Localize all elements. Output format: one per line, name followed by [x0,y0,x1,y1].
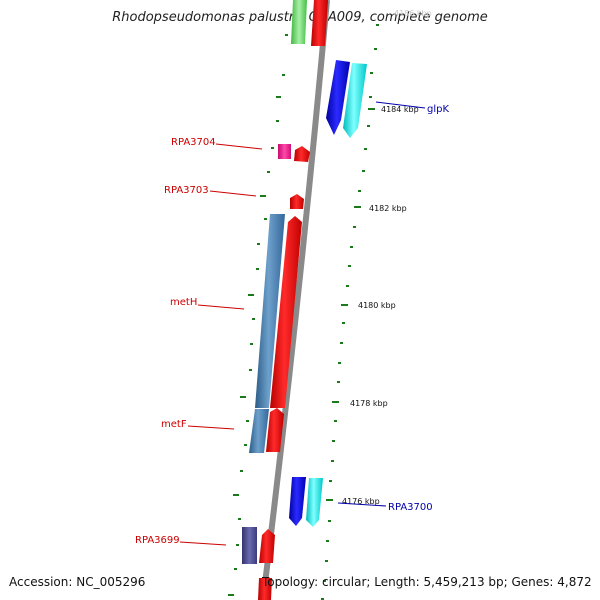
label-leaders [179,101,426,546]
gene-label-rpa3704[interactable]: RPA3704 [171,137,216,148]
topology-text: Topology: circular; Length: 5,459,213 bp… [262,575,592,589]
tick-label-4178: 4178 kbp [350,399,388,408]
tick-label-faded: 4186 kbp [394,9,432,18]
gene-rpa3704[interactable] [278,144,291,159]
gene-red-top[interactable] [311,0,328,46]
gene-glpk-cds[interactable] [343,63,367,138]
tick-label-4182: 4182 kbp [369,204,407,213]
gene-rpa3704-cds[interactable] [294,146,310,162]
gene-label-glpk[interactable]: glpK [427,104,449,115]
genome-backbone [260,0,330,600]
gene-rpa3700[interactable] [289,477,306,526]
gene-label-metf[interactable]: metF [161,419,187,430]
gene-rpa3700-cds[interactable] [306,478,323,527]
gene-label-rpa3700[interactable]: RPA3700 [388,502,433,513]
gene-rpa3699[interactable] [242,527,257,564]
gene-meth[interactable] [255,214,285,408]
gene-label-rpa3699[interactable]: RPA3699 [135,535,180,546]
tick-label-4176: 4176 kbp [342,497,380,506]
gene-metf[interactable] [249,409,269,453]
gene-green-feature[interactable] [291,0,307,44]
gene-metf-cds[interactable] [266,408,284,452]
outer-tick-track [321,24,379,600]
inner-tick-track [228,34,288,596]
gene-meth-cds[interactable] [270,216,302,408]
gene-rpa3703[interactable] [290,194,304,209]
gene-label-meth[interactable]: metH [170,297,197,308]
gene-label-rpa3703[interactable]: RPA3703 [164,185,209,196]
accession-text: Accession: NC_005296 [9,575,146,589]
tick-label-4184: 4184 kbp [381,105,419,114]
gene-red-bottom[interactable] [258,578,272,600]
gene-rpa3699-cds[interactable] [259,529,275,563]
gene-glpk[interactable] [326,60,350,135]
tick-label-4180: 4180 kbp [358,301,396,310]
